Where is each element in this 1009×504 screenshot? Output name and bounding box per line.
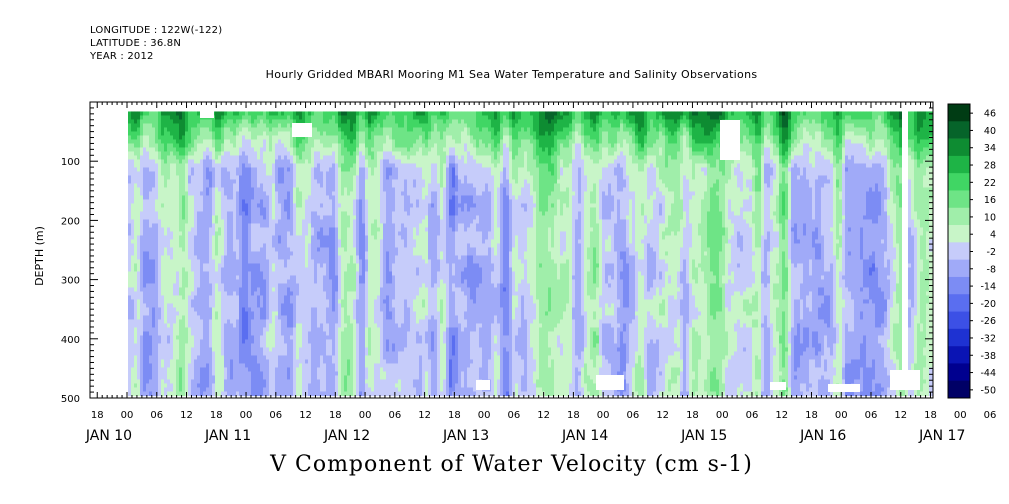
colorbar-label: -8 — [987, 264, 996, 275]
x-tick-label: 06 — [269, 410, 282, 421]
x-tick-label: 06 — [388, 410, 401, 421]
x-tick-label: 06 — [627, 410, 640, 421]
x-tick-label: 06 — [150, 410, 163, 421]
colorbar-swatch — [948, 346, 970, 364]
y-axis: 100 200 300 400 500 — [61, 101, 933, 405]
x-day-label: JAN 16 — [799, 428, 846, 444]
y-tick-label: 100 — [61, 157, 80, 168]
x-day-label: JAN 12 — [323, 428, 370, 444]
colorbar-swatch — [948, 104, 970, 122]
y-tick-label: 200 — [61, 216, 80, 227]
colorbar-label: 22 — [984, 178, 996, 189]
colorbar: 46 40 34 28 22 16 10 4 -2 -8 -14 -20 -26 -32 -38 -44 -50 — [947, 103, 996, 399]
colorbar-swatch — [948, 173, 970, 191]
x-tick-label: 18 — [329, 410, 342, 421]
y-tick-label: 300 — [61, 276, 80, 287]
x-tick-label: 06 — [865, 410, 878, 421]
x-tick-label: 06 — [984, 410, 997, 421]
colorbar-swatch — [948, 311, 970, 330]
colorbar-swatch — [948, 138, 970, 157]
x-day-label: JAN 14 — [561, 428, 608, 444]
colorbar-swatch — [948, 276, 970, 295]
chart-title: Hourly Gridded MBARI Mooring M1 Sea Wate… — [265, 68, 758, 81]
colorbar-swatch — [948, 328, 970, 347]
colorbar-swatch — [948, 380, 970, 399]
x-tick-label: 18 — [805, 410, 818, 421]
colorbar-label: -32 — [980, 333, 996, 344]
x-tick-label: 00 — [478, 410, 491, 421]
year-label: YEAR : 2012 — [90, 51, 154, 62]
y-tick-label: 500 — [61, 394, 80, 405]
x-tick-label: 18 — [567, 410, 580, 421]
x-tick-label: 06 — [746, 410, 759, 421]
colorbar-swatch — [948, 363, 970, 382]
x-day-label: JAN 11 — [204, 428, 251, 444]
x-tick-label: 18 — [448, 410, 461, 421]
x-tick-label: 00 — [240, 410, 253, 421]
x-day-label: JAN 17 — [918, 428, 965, 444]
longitude-label: LONGITUDE : 122W(-122) — [90, 25, 223, 36]
colorbar-label: 28 — [984, 161, 996, 172]
x-axis: 18 00 06 12 18 00 06 12 18 00 06 12 18 00 06 12 18 00 06 12… — [85, 102, 997, 444]
colorbar-label: -44 — [980, 368, 996, 379]
heatmap-field — [128, 111, 933, 397]
colorbar-swatch — [948, 242, 970, 260]
x-tick-label: 12 — [537, 410, 550, 421]
colorbar-label: -50 — [980, 385, 996, 396]
colorbar-label: -2 — [987, 247, 996, 258]
x-tick-label: 18 — [91, 410, 104, 421]
x-tick-label: 00 — [954, 410, 967, 421]
colorbar-label: 34 — [984, 143, 996, 154]
colorbar-swatch — [948, 190, 970, 209]
colorbar-swatch — [948, 207, 970, 226]
colorbar-swatch — [948, 155, 970, 174]
x-tick-label: 18 — [686, 410, 699, 421]
x-day-label: JAN 15 — [680, 428, 727, 444]
colorbar-label: 46 — [984, 109, 996, 120]
missing-data-masks — [200, 110, 920, 392]
y-tick-label: 400 — [61, 335, 80, 346]
x-tick-label: 00 — [597, 410, 610, 421]
x-day-label: JAN 10 — [85, 428, 132, 444]
x-tick-label: 06 — [508, 410, 521, 421]
x-tick-label: 12 — [656, 410, 669, 421]
colorbar-label: -38 — [980, 351, 996, 362]
x-tick-label: 00 — [716, 410, 729, 421]
x-tick-label: 12 — [418, 410, 431, 421]
colorbar-swatch — [948, 259, 970, 278]
x-tick-label: 00 — [121, 410, 134, 421]
colorbar-swatch — [948, 225, 970, 243]
x-tick-label: 12 — [775, 410, 788, 421]
x-axis-label: V Component of Water Velocity (cm s-1) — [270, 452, 753, 477]
colorbar-label: 4 — [990, 230, 996, 241]
colorbar-swatch — [948, 121, 970, 139]
colorbar-label: -20 — [980, 299, 996, 310]
colorbar-label: 40 — [984, 126, 996, 137]
y-axis-label: DEPTH (m) — [33, 226, 46, 286]
x-tick-label: 00 — [835, 410, 848, 421]
colorbar-label: -26 — [980, 316, 996, 327]
colorbar-label: 10 — [984, 212, 996, 223]
colorbar-label: 16 — [984, 195, 996, 206]
x-tick-label: 18 — [210, 410, 223, 421]
colorbar-swatch — [948, 294, 970, 312]
x-tick-label: 18 — [924, 410, 937, 421]
x-tick-label: 00 — [359, 410, 372, 421]
x-tick-label: 12 — [894, 410, 907, 421]
x-tick-label: 12 — [180, 410, 193, 421]
colorbar-label: -14 — [980, 282, 996, 293]
x-day-label: JAN 13 — [442, 428, 489, 444]
x-tick-label: 12 — [299, 410, 312, 421]
latitude-label: LATITUDE : 36.8N — [90, 38, 182, 49]
